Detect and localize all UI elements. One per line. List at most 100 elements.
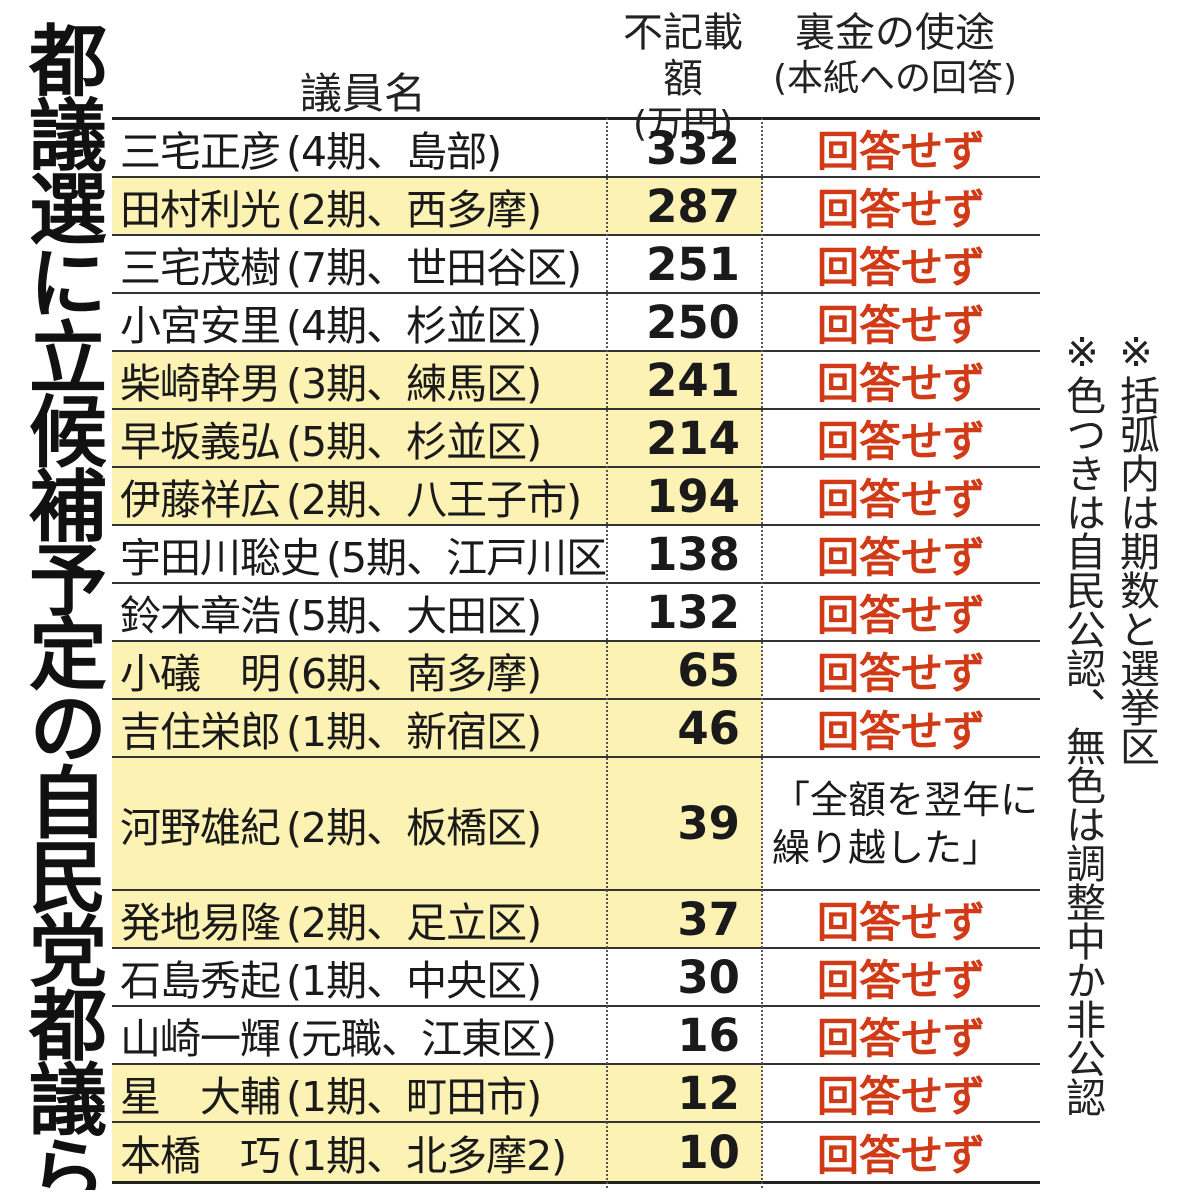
table-row: 田村利光 (2期、西多摩) 287 回答せず <box>112 178 1040 236</box>
usage-quote-line1: 「全額を翌年に <box>772 777 1039 822</box>
table-row: 三宅茂樹 (7期、世田谷区) 251 回答せず <box>112 236 1040 294</box>
table-row: 早坂義弘 (5期、杉並区) 214 回答せず <box>112 410 1040 468</box>
amount-cell: 132 <box>646 585 740 639</box>
member-cell: 山崎一輝 (元職、江東区) <box>112 1007 608 1063</box>
member-cell: 河野雄紀 (2期、板橋区) <box>112 758 608 889</box>
member-name: 発地易隆 <box>120 899 281 947</box>
member-detail: (7期、世田谷区) <box>286 244 582 292</box>
member-detail: (1期、中央区) <box>286 957 542 1005</box>
header-amount-title: 不記載額 <box>623 10 743 102</box>
member-detail: (5期、江戸川区) <box>326 534 608 582</box>
usage-cell: 回答せず <box>816 184 985 234</box>
amount-cell: 30 <box>677 950 740 1004</box>
member-cell: 小礒 明 (6期、南多摩) <box>112 642 608 698</box>
footnote-constituency: ※括弧内は期数と選挙区 <box>1113 330 1159 765</box>
member-name: 小礒 明 <box>120 650 281 698</box>
usage-cell: 回答せず <box>816 897 985 947</box>
table-row: 石島秀起 (1期、中央区) 30 回答せず <box>112 949 1040 1007</box>
member-name: 柴崎幹男 <box>120 360 281 408</box>
member-name: 河野雄紀 <box>120 803 281 852</box>
usage-cell: 回答せず <box>816 358 985 408</box>
table-row: 柴崎幹男 (3期、練馬区) 241 回答せず <box>112 352 1040 410</box>
amount-cell: 250 <box>646 295 740 349</box>
table-row: 発地易隆 (2期、足立区) 37 回答せず <box>112 891 1040 949</box>
member-name: 三宅正彦 <box>120 128 281 176</box>
amount-cell: 287 <box>608 178 762 234</box>
usage-cell: 回答せず <box>816 590 985 640</box>
member-detail: (6期、南多摩) <box>286 650 542 698</box>
member-cell: 吉住栄郎 (1期、新宿区) <box>112 700 608 756</box>
member-name: 伊藤祥広 <box>120 476 281 524</box>
member-detail: (1期、町田市) <box>286 1073 542 1121</box>
member-detail: (5期、杉並区) <box>286 418 542 466</box>
header-usage-title: 裏金の使途 <box>795 10 995 56</box>
table-row: 伊藤祥広 (2期、八王子市) 194 回答せず <box>112 468 1040 526</box>
member-detail: (4期、島部) <box>286 128 502 176</box>
amount-cell: 39 <box>608 758 762 889</box>
member-detail: (4期、杉並区) <box>286 302 542 350</box>
table-row: 河野雄紀 (2期、板橋区) 39 「全額を翌年に 繰り越した」 <box>112 758 1040 891</box>
table-row: 三宅正彦 (4期、島部) 332 回答せず <box>112 120 1040 178</box>
header-amount: 不記載額 (万円) <box>606 10 760 148</box>
member-detail: (2期、八王子市) <box>286 476 582 524</box>
usage-cell: 回答せず <box>816 1130 985 1180</box>
usage-cell: 回答せず <box>816 300 985 350</box>
amount-cell: 10 <box>608 1123 762 1181</box>
member-name: 石島秀起 <box>120 957 281 1005</box>
member-cell: 三宅茂樹 (7期、世田谷区) <box>112 236 608 292</box>
member-cell: 石島秀起 (1期、中央区) <box>112 949 608 1005</box>
amount-cell: 214 <box>608 410 762 466</box>
member-detail: (5期、大田区) <box>286 592 542 640</box>
header-member-name: 議員名 <box>300 69 427 118</box>
table-row: 宇田川聡史 (5期、江戸川区) 138 回答せず <box>112 526 1040 584</box>
member-detail: (3期、練馬区) <box>286 360 542 408</box>
usage-cell: 回答せず <box>816 242 985 292</box>
member-cell: 本橋 巧 (1期、北多摩2) <box>112 1123 608 1181</box>
member-cell: 星 大輔 (1期、町田市) <box>112 1065 608 1121</box>
member-name: 山崎一輝 <box>120 1015 281 1063</box>
member-detail: (2期、板橋区) <box>286 803 542 852</box>
table-row: 吉住栄郎 (1期、新宿区) 46 回答せず <box>112 700 1040 758</box>
member-cell: 小宮安里 (4期、杉並区) <box>112 294 608 350</box>
amount-cell: 138 <box>646 527 740 581</box>
usage-cell: 回答せず <box>816 955 985 1005</box>
column-divider-usage <box>761 118 763 1188</box>
member-detail: (元職、江東区) <box>286 1015 557 1063</box>
member-detail: (2期、足立区) <box>286 899 542 947</box>
member-cell: 三宅正彦 (4期、島部) <box>112 120 608 176</box>
table-row: 小礒 明 (6期、南多摩) 65 回答せず <box>112 642 1040 700</box>
member-cell: 早坂義弘 (5期、杉並区) <box>112 410 608 466</box>
member-name: 星 大輔 <box>120 1073 281 1121</box>
page-title: 都議選に立候補予定の自民党都議らの裏金使途 <box>16 20 106 1190</box>
amount-cell: 251 <box>646 237 740 291</box>
member-cell: 鈴木章浩 (5期、大田区) <box>112 584 608 640</box>
table-row: 鈴木章浩 (5期、大田区) 132 回答せず <box>112 584 1040 642</box>
amount-cell: 65 <box>608 642 762 698</box>
usage-cell: 回答せず <box>816 706 985 756</box>
member-name: 田村利光 <box>120 186 281 234</box>
usage-cell: 回答せず <box>816 1013 985 1063</box>
member-name: 鈴木章浩 <box>120 592 281 640</box>
member-detail: (1期、北多摩2) <box>286 1132 567 1180</box>
member-name: 小宮安里 <box>120 302 281 350</box>
member-name: 吉住栄郎 <box>120 708 281 756</box>
usage-quote-line2: 繰り越した」 <box>772 825 1001 870</box>
header-usage: 裏金の使途 (本紙への回答) <box>764 10 1026 102</box>
footnote-endorsement: ※色つきは自民公認、無色は調整中か非公認 <box>1059 330 1105 1116</box>
member-cell: 田村利光 (2期、西多摩) <box>112 178 608 234</box>
table-row: 小宮安里 (4期、杉並区) 250 回答せず <box>112 294 1040 352</box>
usage-cell: 回答せず <box>816 532 985 582</box>
member-detail: (2期、西多摩) <box>286 186 542 234</box>
slush-fund-table: 三宅正彦 (4期、島部) 332 回答せず 田村利光 (2期、西多摩) 287 回答… <box>112 117 1040 1184</box>
amount-cell: 332 <box>646 121 740 175</box>
member-cell: 発地易隆 (2期、足立区) <box>112 891 608 947</box>
column-divider-amount <box>606 118 608 1188</box>
amount-cell: 16 <box>677 1008 740 1062</box>
header-amount-unit: (万円) <box>632 104 734 145</box>
usage-cell: 「全額を翌年に 繰り越した」 <box>762 758 1040 889</box>
member-name: 三宅茂樹 <box>120 244 281 292</box>
usage-cell: 回答せず <box>816 474 985 524</box>
header-usage-sub: (本紙への回答) <box>772 58 1018 99</box>
table-row: 本橋 巧 (1期、北多摩2) 10 回答せず <box>112 1123 1040 1181</box>
member-name: 本橋 巧 <box>120 1132 281 1180</box>
